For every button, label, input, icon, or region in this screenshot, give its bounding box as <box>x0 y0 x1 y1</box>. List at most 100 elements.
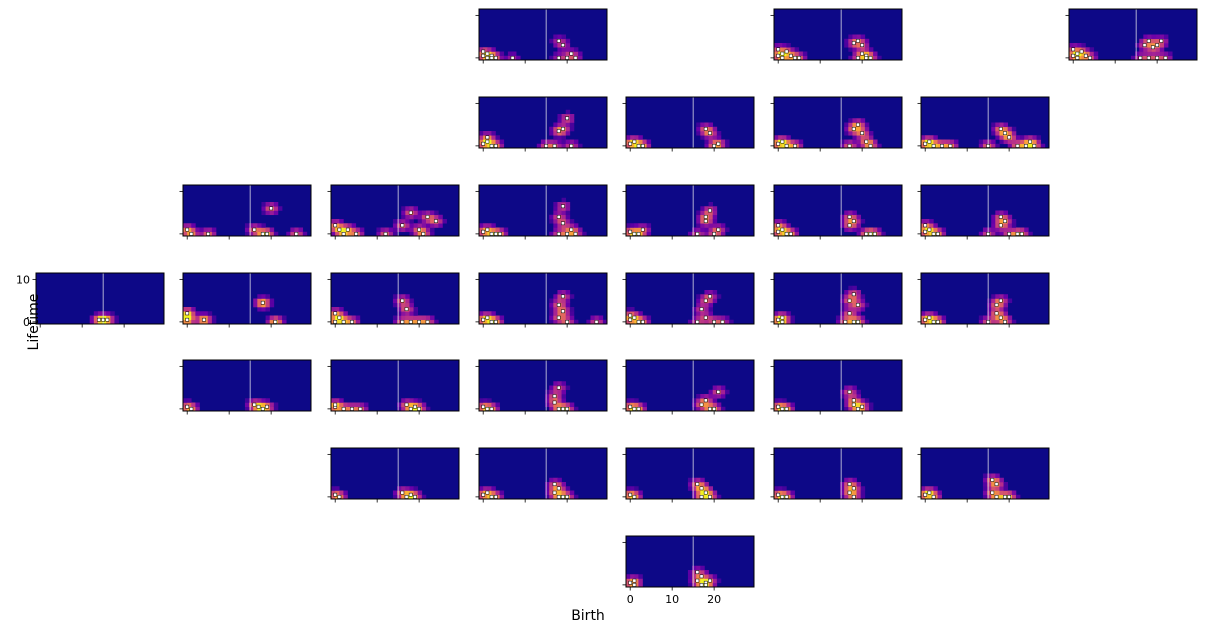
density-cell <box>638 402 643 408</box>
density-cell <box>704 131 709 136</box>
density-cell <box>708 315 714 321</box>
density-cell <box>987 494 992 500</box>
density-cell <box>1007 126 1013 132</box>
density-cell <box>696 219 701 224</box>
diagram-panel <box>917 272 1050 328</box>
density-cell <box>483 406 488 412</box>
density-cell <box>257 294 262 299</box>
density-cell <box>553 131 558 136</box>
density-cell <box>937 319 942 325</box>
density-cell <box>1151 51 1157 57</box>
data-point <box>923 492 928 497</box>
density-cell <box>549 126 554 132</box>
density-cell <box>1089 47 1095 52</box>
density-cell <box>1011 219 1017 224</box>
density-cell <box>704 223 709 228</box>
density-cell <box>397 494 402 500</box>
density-cell <box>877 227 882 233</box>
density-cell <box>630 574 635 579</box>
density-cell <box>207 311 213 316</box>
density-cell <box>987 482 992 487</box>
density-cell <box>991 473 996 479</box>
density-cell <box>253 298 258 304</box>
density-cell <box>1007 223 1013 228</box>
density-cell <box>848 34 853 40</box>
density-cell <box>1007 319 1013 325</box>
data-point <box>273 320 278 324</box>
density-cell <box>421 494 427 500</box>
density-cell <box>573 51 579 57</box>
data-point <box>640 320 645 324</box>
density-cell <box>692 565 697 571</box>
density-cell <box>359 227 365 233</box>
density-cell <box>343 494 348 500</box>
density-cell <box>1151 47 1157 52</box>
data-point <box>1007 495 1011 499</box>
density-cell <box>933 494 938 500</box>
data-point <box>489 320 494 324</box>
density-cell <box>302 231 308 237</box>
density-cell <box>929 227 934 233</box>
density-cell <box>844 290 849 295</box>
density-cell <box>207 319 213 325</box>
density-cell <box>553 402 558 408</box>
density-cell <box>483 131 488 136</box>
panel-frame <box>35 272 165 325</box>
data-point <box>1083 53 1088 58</box>
density-cell <box>553 302 558 308</box>
density-cell <box>282 319 287 325</box>
data-point <box>708 131 712 135</box>
data-point <box>421 232 426 236</box>
density-cell <box>421 406 427 412</box>
density-cell <box>856 482 862 487</box>
data-point <box>780 320 785 324</box>
density-cell <box>630 135 635 140</box>
density-cell <box>565 311 571 316</box>
density-cell <box>626 223 631 228</box>
data-point <box>573 232 578 236</box>
density-cell <box>999 494 1004 500</box>
density-cell <box>1151 38 1157 44</box>
data-point <box>485 139 490 144</box>
density-cell <box>1155 38 1161 44</box>
density-cell <box>848 118 853 123</box>
density-cell <box>438 214 443 220</box>
density-cell <box>273 231 279 237</box>
density-cell <box>712 135 718 140</box>
density-cell <box>704 135 709 140</box>
density-cell <box>351 402 357 408</box>
density-cell <box>561 38 567 44</box>
data-point <box>990 490 995 495</box>
data-point <box>856 320 860 324</box>
data-point <box>556 56 561 60</box>
data-point <box>561 407 565 411</box>
density-cell <box>864 227 870 233</box>
density-cell <box>868 131 874 136</box>
panel-background <box>774 360 902 411</box>
density-cell <box>1151 34 1157 40</box>
density-cell <box>199 231 204 237</box>
density-cell <box>692 307 697 312</box>
density-cell <box>844 298 849 304</box>
density-cell <box>1143 51 1148 57</box>
density-cell <box>978 139 984 145</box>
density-cell <box>1135 55 1140 61</box>
density-cell <box>1015 139 1021 145</box>
density-cell <box>638 139 643 145</box>
density-cell <box>692 490 697 496</box>
density-cell <box>1081 43 1086 48</box>
density-cell <box>483 143 488 149</box>
density-cell <box>1093 55 1099 61</box>
density-cell <box>778 43 783 48</box>
density-cell <box>553 223 558 228</box>
density-cell <box>578 231 583 237</box>
density-cell <box>700 206 705 211</box>
density-cell <box>790 139 795 145</box>
density-cell <box>704 482 709 487</box>
density-cell <box>634 311 639 316</box>
density-cell <box>573 494 579 500</box>
density-cell <box>495 135 500 140</box>
density-cell <box>687 574 693 579</box>
density-cell <box>261 307 266 312</box>
density-cell <box>1011 135 1017 140</box>
